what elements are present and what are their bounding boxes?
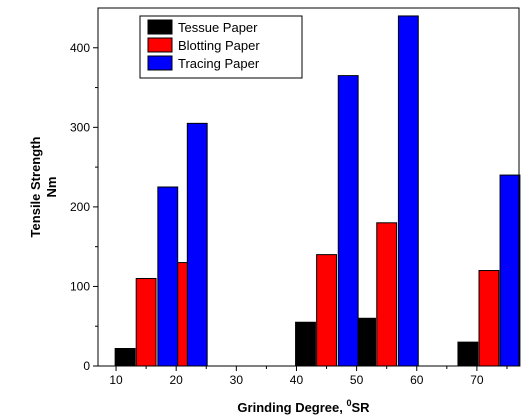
y-axis-title-line1: Tensile Strength <box>28 137 43 238</box>
x-tick-label: 30 <box>230 373 244 387</box>
x-tick-label: 70 <box>470 373 484 387</box>
bar <box>186 122 208 367</box>
bar <box>316 254 337 367</box>
legend-swatch <box>147 55 173 71</box>
y-tick-label: 200 <box>70 200 90 214</box>
x-axis-title: Grinding Degree, 0SR <box>237 398 370 415</box>
bar <box>114 347 136 367</box>
legend-label: Tracing Paper <box>178 56 260 71</box>
y-tick-label: 100 <box>70 279 90 293</box>
bar <box>376 222 398 367</box>
bar <box>157 186 179 367</box>
y-tick-label: 0 <box>83 359 90 373</box>
x-tick-label: 50 <box>350 373 364 387</box>
legend-swatch <box>147 19 173 35</box>
legend-label: Tessue Paper <box>178 20 258 35</box>
bar <box>337 75 359 367</box>
x-axis-title-superscript: 0 <box>347 398 352 408</box>
x-tick-label: 20 <box>170 373 184 387</box>
bar <box>135 277 157 367</box>
y-axis-title-line2: Nm <box>44 177 59 198</box>
axis-ticks: 10 20 30 40 50 60 70 0 100 200 300 400 <box>70 41 508 387</box>
x-tick-label: 40 <box>290 373 304 387</box>
bar <box>499 174 521 367</box>
x-axis-title-suffix: SR <box>352 400 371 415</box>
x-tick-label: 60 <box>410 373 424 387</box>
y-tick-label: 300 <box>70 120 90 134</box>
bar <box>295 321 316 367</box>
legend-swatch <box>147 37 173 53</box>
bar <box>397 15 419 367</box>
x-tick-label: 10 <box>109 373 123 387</box>
y-tick-label: 400 <box>70 41 90 55</box>
plot-frame <box>97 7 520 367</box>
legend-label: Blotting Paper <box>178 38 260 53</box>
x-axis-title-main: Grinding Degree, <box>237 400 346 415</box>
legend: Tessue Paper Blotting Paper Tracing Paper <box>139 15 303 79</box>
bar <box>478 270 500 367</box>
bar <box>457 341 479 367</box>
bar <box>355 317 377 367</box>
